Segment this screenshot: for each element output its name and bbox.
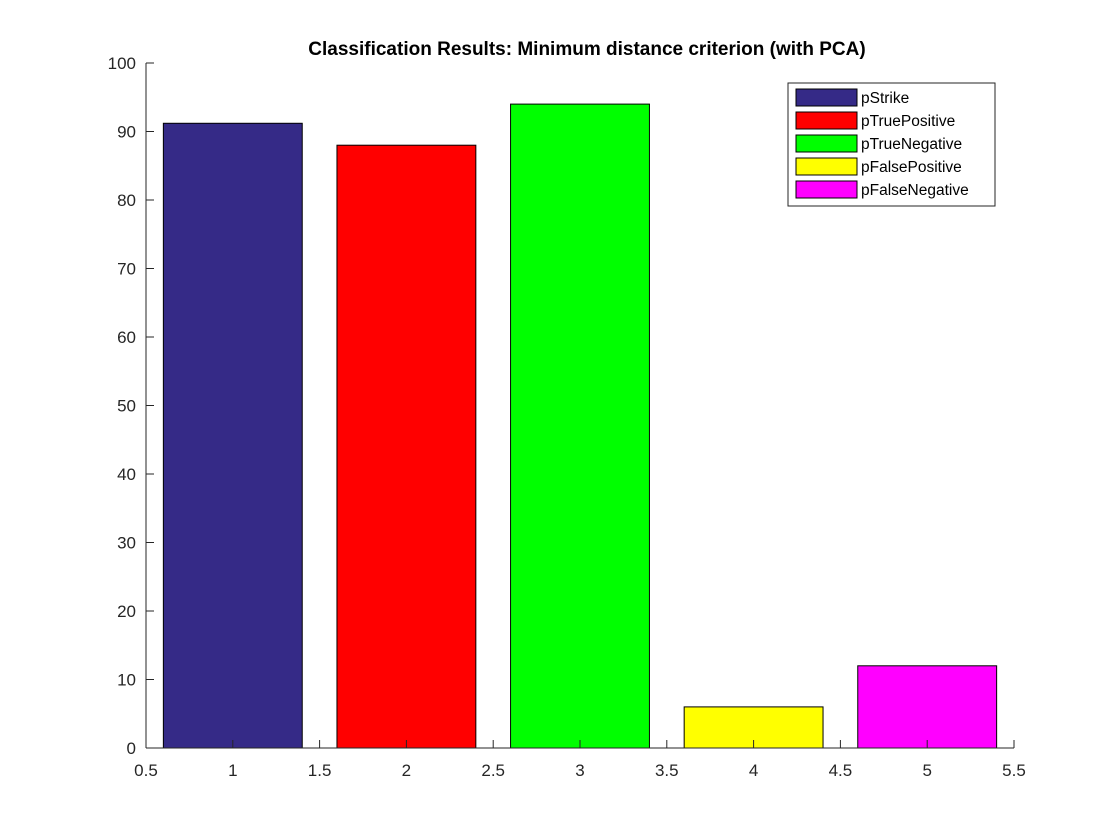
x-tick-label: 1.5 <box>308 761 332 780</box>
y-tick-label: 40 <box>117 465 136 484</box>
bars <box>162 103 998 749</box>
chart-title: Classification Results: Minimum distance… <box>308 39 865 60</box>
legend-label-pTrueNegative: pTrueNegative <box>861 136 962 153</box>
bar-pStrike <box>162 122 303 749</box>
legend-swatch-pFalsePositive <box>795 157 858 176</box>
y-tick-label: 90 <box>117 123 136 142</box>
y-tick-label: 60 <box>117 328 136 347</box>
legend-swatch-pTrueNegative <box>795 134 858 153</box>
x-tick-label: 2 <box>402 761 411 780</box>
x-tick-label: 3 <box>575 761 584 780</box>
bar-pFalseNegative <box>857 665 998 749</box>
legend-swatch-pTruePositive <box>795 111 858 130</box>
legend-label-pFalsePositive: pFalsePositive <box>861 159 962 176</box>
legend-label-pFalseNegative: pFalseNegative <box>861 182 969 199</box>
bar-pTruePositive <box>336 144 477 749</box>
y-tick-label: 100 <box>108 54 136 73</box>
legend-label-pStrike: pStrike <box>861 90 909 107</box>
x-tick-label: 4.5 <box>829 761 853 780</box>
legend-swatch-pFalseNegative <box>795 180 858 199</box>
y-tick-label: 20 <box>117 602 136 621</box>
x-tick-label: 5.5 <box>1002 761 1026 780</box>
x-tick-label: 5 <box>922 761 931 780</box>
y-tick-label: 10 <box>117 671 136 690</box>
y-tick-label: 0 <box>127 739 136 758</box>
y-tick-label: 30 <box>117 534 136 553</box>
y-tick-label: 80 <box>117 191 136 210</box>
x-tick-label: 4 <box>749 761 758 780</box>
x-tick-label: 3.5 <box>655 761 679 780</box>
y-tick-label: 50 <box>117 397 136 416</box>
x-tick-label: 2.5 <box>481 761 505 780</box>
legend: pStrike pTruePositive pTrueNegative pFalseP… <box>787 82 996 207</box>
legend-label-pTruePositive: pTruePositive <box>861 113 955 130</box>
bar-pTrueNegative <box>510 103 650 749</box>
legend-swatch-pStrike <box>795 88 858 107</box>
y-tick-label: 70 <box>117 260 136 279</box>
axes: 0.5 1 1.5 2 2.5 3 3.5 4 4.5 5 5.5 0 10 20 30 40 50 60 70 80… <box>108 54 1026 780</box>
x-tick-label: 0.5 <box>134 761 158 780</box>
x-tick-label: 1 <box>228 761 237 780</box>
